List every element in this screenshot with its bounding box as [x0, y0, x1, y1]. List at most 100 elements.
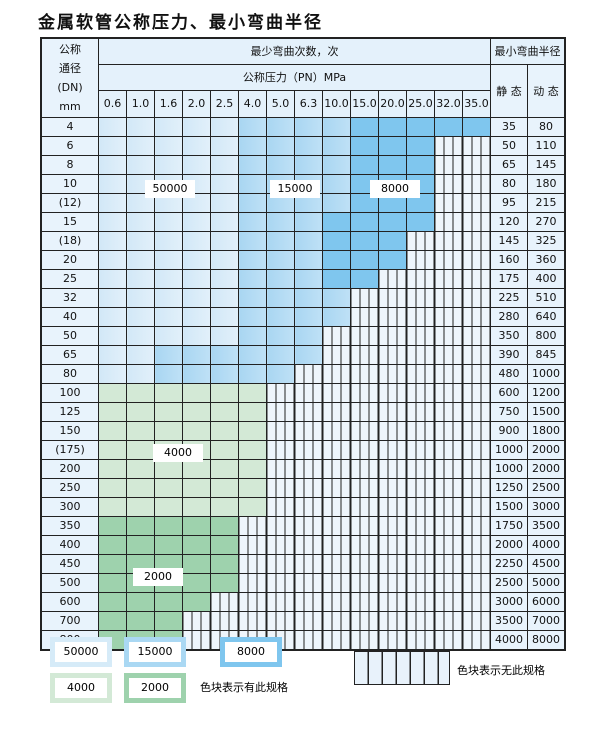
static-radius-cell: 350: [490, 325, 528, 346]
no-spec-cell: [462, 287, 491, 308]
no-spec-cell: [266, 401, 295, 422]
no-spec-cell: [406, 553, 435, 574]
dn-cell: 400: [40, 534, 99, 555]
legend-15000: 15000: [124, 637, 186, 667]
pressure-column-header: 32.0: [434, 89, 463, 118]
no-spec-cell: [294, 610, 323, 631]
no-spec-cell: [378, 496, 407, 517]
spec-cell: [238, 116, 267, 137]
spec-cell: [126, 534, 155, 555]
no-spec-cell: [294, 363, 323, 384]
legend-8000: 8000: [220, 637, 282, 667]
spec-cell: [98, 268, 127, 289]
no-spec-cell: [462, 344, 491, 365]
spec-cell: [126, 363, 155, 384]
static-radius-cell: 1250: [490, 477, 528, 498]
dn-cell: 65: [40, 344, 99, 365]
legend-label: 15000: [129, 642, 181, 662]
spec-cell: [350, 135, 379, 156]
no-spec-cell: [434, 591, 463, 612]
no-spec-cell: [294, 534, 323, 555]
dynamic-radius-cell: 1500: [527, 401, 566, 422]
no-spec-cell: [182, 610, 211, 631]
spec-cell: [210, 192, 239, 213]
spec-cell: [210, 211, 239, 232]
no-spec-cell: [434, 572, 463, 593]
no-spec-cell: [322, 401, 351, 422]
no-spec-cell: [266, 591, 295, 612]
pressure-column-header: 10.0: [322, 89, 351, 118]
legend-label: 2000: [129, 678, 181, 698]
dn-cell: 15: [40, 211, 99, 232]
spec-cell: [210, 268, 239, 289]
pressure-column-header: 6.3: [294, 89, 323, 118]
no-spec-cell: [434, 610, 463, 631]
spec-cell: [126, 135, 155, 156]
spec-cell: [378, 154, 407, 175]
dynamic-radius-cell: 5000: [527, 572, 566, 593]
no-spec-cell: [406, 610, 435, 631]
spec-cell: [406, 116, 435, 137]
no-spec-cell: [294, 477, 323, 498]
spec-cell: [210, 363, 239, 384]
dynamic-radius-cell: 325: [527, 230, 566, 251]
spec-cell: [406, 154, 435, 175]
no-spec-cell: [406, 230, 435, 251]
no-spec-cell: [462, 230, 491, 251]
table-row: 450 2250 4500: [40, 553, 566, 574]
no-spec-cell: [322, 458, 351, 479]
no-spec-cell: [406, 477, 435, 498]
static-radius-cell: 2000: [490, 534, 528, 555]
spec-cell: [154, 401, 183, 422]
spec-cell: [350, 211, 379, 232]
no-spec-cell: [434, 268, 463, 289]
no-spec-cell: [350, 553, 379, 574]
spec-cell: [154, 420, 183, 441]
spec-cell: [322, 287, 351, 308]
spec-cell: [126, 382, 155, 403]
legend-label: 50000: [55, 642, 107, 662]
spec-cell: [322, 306, 351, 327]
spec-cell: [98, 496, 127, 517]
spec-cell: [294, 268, 323, 289]
spec-cell: [406, 135, 435, 156]
table-row: 80 480 1000: [40, 363, 566, 384]
spec-cell: [126, 306, 155, 327]
spec-cell: [378, 249, 407, 270]
table-row: 600 3000 6000: [40, 591, 566, 612]
dn-cell: 350: [40, 515, 99, 536]
spec-cell: [182, 477, 211, 498]
spec-cell: [266, 344, 295, 365]
no-spec-cell: [462, 173, 491, 194]
no-spec-cell: [350, 382, 379, 403]
no-spec-cell: [378, 344, 407, 365]
spec-cell: [350, 154, 379, 175]
table-row: 50 350 800: [40, 325, 566, 346]
table-row: 80040008000: [40, 629, 566, 650]
spec-cell: [210, 515, 239, 536]
spec-cell: [378, 211, 407, 232]
dynamic-radius-cell: 145: [527, 154, 566, 175]
static-radius-cell: 750: [490, 401, 528, 422]
no-spec-cell: [350, 591, 379, 612]
spec-cell: [98, 116, 127, 137]
no-spec-cell: [462, 192, 491, 213]
no-spec-cell: [378, 591, 407, 612]
spec-cell: [210, 477, 239, 498]
table-row: 100 600 1200: [40, 382, 566, 403]
pressure-column-header: 1.0: [126, 89, 155, 118]
spec-cell: [406, 211, 435, 232]
no-spec-cell: [350, 344, 379, 365]
spec-cell: [238, 401, 267, 422]
spec-cell: [126, 496, 155, 517]
spec-cell: [210, 534, 239, 555]
no-spec-cell: [462, 629, 491, 650]
no-spec-cell: [462, 135, 491, 156]
spec-cell: [98, 572, 127, 593]
spec-cell: [126, 477, 155, 498]
static-radius-cell: 65: [490, 154, 528, 175]
spec-cell: [322, 154, 351, 175]
spec-cell: [238, 420, 267, 441]
static-radius-cell: 80: [490, 173, 528, 194]
no-spec-cell: [462, 439, 491, 460]
